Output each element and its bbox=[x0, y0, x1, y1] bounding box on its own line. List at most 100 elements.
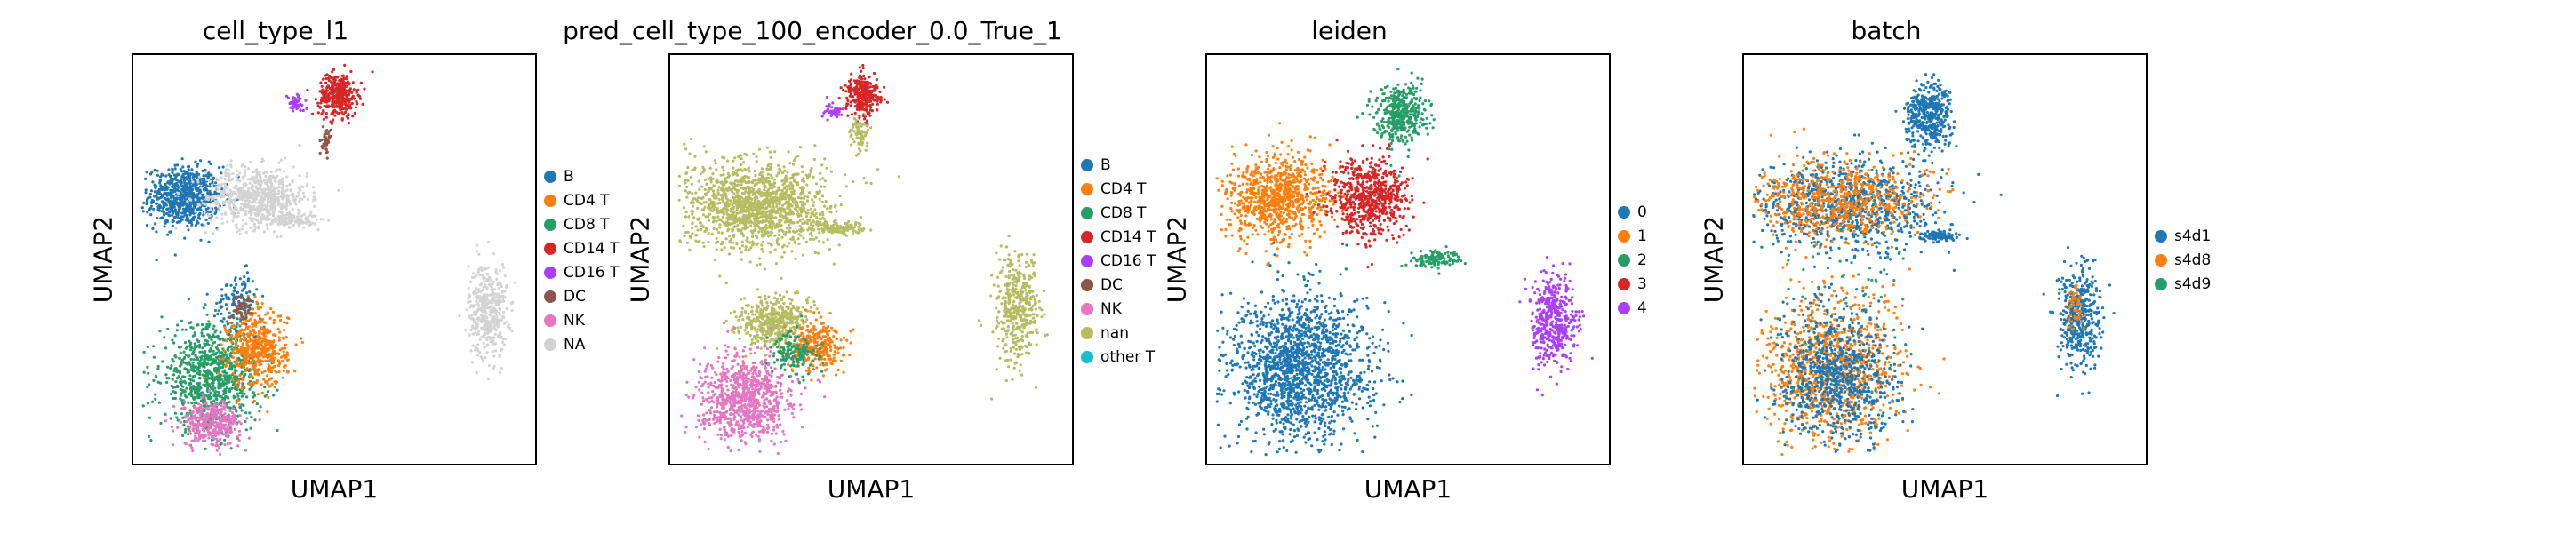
scatter-point bbox=[190, 187, 194, 191]
scatter-point bbox=[172, 404, 176, 408]
legend-marker bbox=[544, 242, 556, 255]
scatter-point bbox=[247, 187, 251, 190]
scatter-point bbox=[213, 360, 217, 363]
scatter-point bbox=[293, 197, 297, 201]
scatter-point bbox=[255, 370, 259, 374]
scatter-point bbox=[204, 422, 207, 426]
scatter-point bbox=[191, 449, 195, 453]
scatter-point bbox=[158, 330, 162, 333]
scatter-point bbox=[477, 252, 481, 256]
scatter-point bbox=[260, 160, 263, 163]
scatter-point bbox=[147, 371, 150, 375]
scatter-point bbox=[241, 387, 244, 391]
scatter-point bbox=[257, 361, 260, 364]
scatter-point bbox=[272, 214, 276, 218]
scatter-point bbox=[226, 220, 229, 224]
scatter-point bbox=[194, 224, 197, 227]
scatter-point bbox=[281, 359, 284, 363]
scatter-point bbox=[232, 315, 236, 319]
scatter-point bbox=[244, 283, 247, 287]
scatter-point bbox=[272, 361, 276, 364]
scatter-point bbox=[234, 187, 237, 190]
scatter-point bbox=[177, 211, 180, 214]
scatter-point bbox=[230, 368, 234, 371]
scatter-point bbox=[202, 334, 205, 338]
scatter-point bbox=[151, 180, 155, 184]
scatter-point bbox=[230, 178, 235, 181]
scatter-point bbox=[188, 409, 192, 412]
scatter-point bbox=[501, 266, 505, 269]
scatter-point bbox=[179, 204, 182, 208]
scatter-point bbox=[468, 314, 471, 318]
scatter-point bbox=[235, 174, 238, 178]
scatter-point bbox=[253, 197, 257, 201]
scatter-point bbox=[201, 346, 204, 350]
scatter-point bbox=[740, 195, 743, 199]
scatter-point bbox=[198, 194, 202, 198]
scatter-point bbox=[300, 340, 304, 344]
scatter-point bbox=[153, 168, 156, 172]
scatter-point bbox=[335, 92, 340, 96]
scatter-point bbox=[193, 342, 196, 346]
scatter-point bbox=[180, 412, 184, 416]
scatter-point bbox=[285, 175, 289, 179]
scatter-point bbox=[279, 355, 283, 359]
scatter-point bbox=[223, 177, 227, 181]
scatter-point bbox=[325, 99, 329, 102]
scatter-point bbox=[245, 367, 249, 370]
scatter-point bbox=[188, 426, 192, 429]
scatter-point bbox=[260, 183, 263, 187]
legend-label: CD16 T bbox=[564, 263, 620, 282]
scatter-point bbox=[241, 203, 244, 206]
scatter-point bbox=[271, 203, 275, 207]
scatter-point bbox=[235, 325, 238, 329]
scatter-point bbox=[259, 405, 262, 409]
scatter-point bbox=[294, 203, 298, 206]
scatter-point bbox=[204, 207, 208, 211]
scatter-point bbox=[826, 238, 829, 242]
scatter-point bbox=[340, 91, 344, 95]
scatter-point bbox=[188, 205, 192, 209]
scatter-point bbox=[190, 402, 194, 405]
scatter-point bbox=[324, 115, 328, 119]
scatter-point bbox=[172, 216, 176, 219]
scatter-point bbox=[238, 179, 242, 183]
scatter-point bbox=[796, 205, 800, 209]
scatter-point bbox=[690, 182, 693, 186]
scatter-point bbox=[260, 191, 264, 195]
scatter-point bbox=[216, 430, 220, 434]
scatter-point bbox=[476, 322, 479, 325]
scatter-point bbox=[241, 329, 244, 332]
scatter-point bbox=[202, 306, 205, 310]
scatter-point bbox=[198, 359, 202, 362]
scatter-point bbox=[241, 186, 244, 189]
scatter-point bbox=[273, 386, 276, 389]
scatter-point bbox=[241, 378, 244, 382]
scatter-point bbox=[224, 371, 228, 375]
scatter-point bbox=[475, 250, 479, 253]
scatter-point bbox=[217, 349, 220, 353]
scatter-point bbox=[159, 175, 163, 179]
scatter-point bbox=[198, 203, 202, 207]
scatter-point bbox=[157, 203, 162, 207]
scatter-point bbox=[244, 205, 248, 209]
scatter-point bbox=[484, 286, 489, 290]
scatter-point bbox=[277, 192, 281, 195]
scatter-point bbox=[202, 425, 205, 428]
scatter-point bbox=[257, 314, 260, 318]
scatter-point bbox=[181, 190, 185, 194]
scatter-point bbox=[239, 296, 243, 299]
scatter-point bbox=[243, 211, 246, 215]
scatter-point bbox=[483, 346, 486, 349]
scatter-point bbox=[231, 371, 235, 375]
scatter-point bbox=[492, 306, 495, 310]
scatter-point bbox=[246, 189, 250, 193]
scatter-point bbox=[318, 106, 322, 109]
scatter-point bbox=[162, 211, 165, 214]
scatter-point bbox=[163, 196, 166, 200]
scatter-point bbox=[202, 327, 205, 330]
scatter-point bbox=[250, 217, 253, 220]
scatter-point bbox=[204, 439, 207, 442]
scatter-point bbox=[301, 108, 305, 113]
scatter-point bbox=[277, 219, 281, 223]
